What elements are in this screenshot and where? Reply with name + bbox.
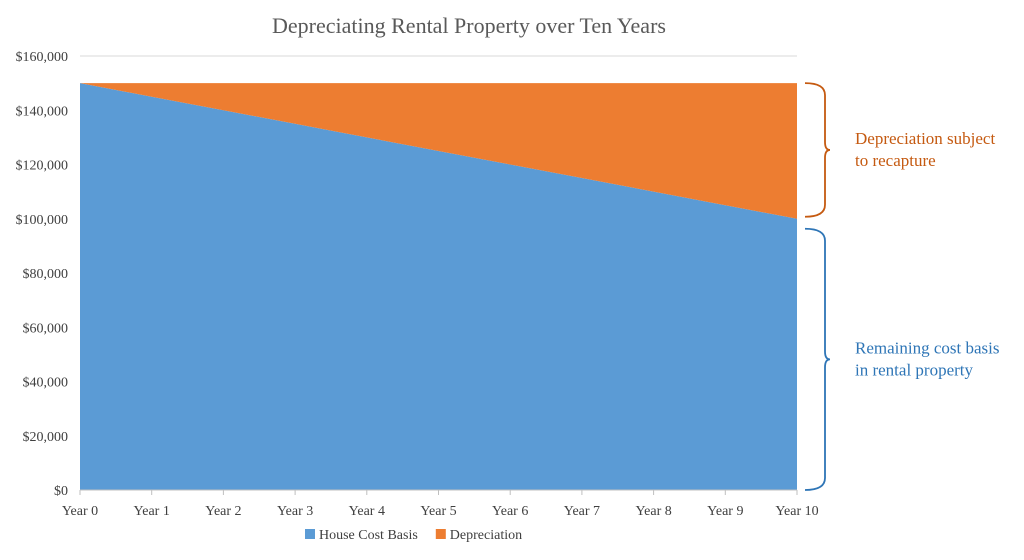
y-tick-label-0: $0 bbox=[54, 484, 68, 499]
x-tick-label-4: Year 4 bbox=[349, 504, 385, 519]
y-tick-label-6: $120,000 bbox=[16, 159, 69, 174]
legend: House Cost Basis Depreciation bbox=[305, 528, 522, 543]
brace-annotations: Depreciation subject to recapture Remainin… bbox=[804, 82, 999, 491]
legend-swatch-0 bbox=[305, 529, 315, 539]
x-tick-label-6: Year 6 bbox=[492, 504, 528, 519]
x-tick-label-5: Year 5 bbox=[420, 504, 456, 519]
x-tick-label-7: Year 7 bbox=[564, 504, 600, 519]
y-tick-label-2: $40,000 bbox=[23, 376, 69, 391]
legend-swatch-1 bbox=[435, 529, 446, 539]
stacked-areas bbox=[80, 83, 797, 490]
y-tick-label-4: $80,000 bbox=[23, 267, 69, 282]
x-tick-label-10: Year 10 bbox=[775, 504, 818, 519]
y-tick-label-5: $100,000 bbox=[16, 213, 69, 228]
x-tick-label-1: Year 1 bbox=[134, 504, 170, 519]
x-axis bbox=[79, 489, 798, 495]
annotation-text-1-0: Remaining cost basis bbox=[855, 338, 999, 357]
legend-label-0: House Cost Basis bbox=[319, 528, 418, 543]
x-tick-label-3: Year 3 bbox=[277, 504, 313, 519]
annotation-text-0-1: to recapture bbox=[855, 151, 936, 170]
x-tick-label-0: Year 0 bbox=[62, 504, 98, 519]
area-series-1 bbox=[80, 83, 797, 219]
area-series-0 bbox=[80, 83, 797, 490]
y-tick-label-7: $140,000 bbox=[16, 104, 69, 119]
x-tick-label-9: Year 9 bbox=[707, 504, 743, 519]
x-tick-label-8: Year 8 bbox=[635, 504, 671, 519]
x-axis-tick-labels: Year 0 Year 1 Year 2 Year 3 Year 4 Year 5 Year… bbox=[62, 504, 819, 519]
legend-label-1: Depreciation bbox=[450, 528, 522, 543]
y-tick-label-8: $160,000 bbox=[16, 50, 69, 65]
y-axis-tick-labels: $0 $20,000 $40,000 $60,000 $80,000 $100,000 $1… bbox=[16, 50, 69, 499]
annotation-text-0-0: Depreciation subject bbox=[855, 129, 995, 148]
annotation-text-1-1: in rental property bbox=[855, 360, 974, 379]
brace-1 bbox=[804, 227, 831, 491]
chart-title: Depreciating Rental Property over Ten Ye… bbox=[272, 13, 666, 38]
y-tick-label-3: $60,000 bbox=[23, 321, 69, 336]
y-tick-label-1: $20,000 bbox=[23, 430, 69, 445]
brace-0 bbox=[804, 82, 831, 218]
x-tick-label-2: Year 2 bbox=[205, 504, 241, 519]
